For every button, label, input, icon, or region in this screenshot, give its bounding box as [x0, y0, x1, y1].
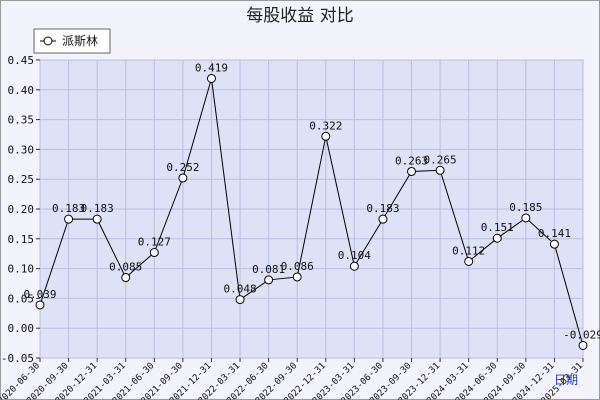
data-point — [92, 214, 102, 224]
y-tick-label: 0.40 — [8, 84, 35, 97]
data-label: 0.252 — [166, 161, 199, 174]
data-label: 0.151 — [481, 221, 514, 234]
y-tick-label: -0.05 — [1, 352, 34, 365]
data-points — [35, 73, 588, 350]
data-label: 0.048 — [223, 283, 256, 296]
data-label: -0.029 — [563, 328, 600, 341]
legend-marker — [43, 36, 53, 46]
data-point — [435, 165, 445, 175]
data-point — [149, 248, 159, 258]
grid-lines — [39, 59, 584, 359]
y-tick-label: 0.25 — [8, 173, 35, 186]
y-tick-label: 0.20 — [8, 203, 35, 216]
data-point — [121, 273, 131, 283]
y-tick-label: 0.45 — [8, 54, 35, 67]
chart-title: 每股收益 对比 — [246, 6, 353, 26]
data-point — [549, 239, 559, 249]
data-label: 0.039 — [23, 288, 56, 301]
data-label: 0.086 — [281, 260, 314, 273]
y-axis-ticks: 0.45 0.40 0.35 0.30 0.25 0.20 0.15 0.10 0.05 0.00… — [1, 54, 40, 365]
data-label: 0.263 — [395, 154, 428, 167]
data-point — [521, 213, 531, 223]
data-label: 0.185 — [509, 201, 542, 214]
data-point — [206, 73, 216, 83]
data-point — [292, 272, 302, 282]
legend-series-name: 派斯林 — [62, 34, 98, 48]
data-point — [235, 295, 245, 305]
data-label: 0.141 — [538, 227, 571, 240]
x-axis-label: 日期 — [554, 373, 578, 387]
legend: 派斯林 — [33, 28, 111, 54]
data-point — [178, 173, 188, 183]
data-point — [378, 214, 388, 224]
series-line — [39, 78, 584, 346]
x-axis-ticks: 2020-06-302020-09-302020-12-312021-03-31… — [0, 358, 585, 400]
data-label: 0.183 — [366, 202, 399, 215]
data-point — [35, 300, 45, 310]
y-tick-label: 0.35 — [8, 114, 35, 127]
data-label: 0.081 — [252, 263, 285, 276]
data-point — [578, 340, 588, 350]
data-point — [407, 166, 417, 176]
y-tick-label: 0.10 — [8, 263, 35, 276]
data-point — [349, 261, 359, 271]
y-tick-label: 0.05 — [8, 292, 35, 305]
y-tick-label: 0.30 — [8, 143, 35, 156]
data-label: 0.265 — [424, 153, 457, 166]
data-label: 0.183 — [52, 202, 85, 215]
data-label: 0.085 — [109, 261, 142, 274]
data-labels: 0.0390.1830.1830.0850.1270.2520.4190.048… — [23, 61, 600, 341]
series-line-group — [39, 78, 584, 346]
data-point — [492, 233, 502, 243]
data-label: 0.183 — [81, 202, 114, 215]
data-label: 0.112 — [452, 244, 485, 257]
data-label: 0.322 — [309, 119, 342, 132]
data-point — [264, 275, 274, 285]
data-point — [64, 214, 74, 224]
y-tick-label: 0.00 — [8, 322, 35, 335]
data-point — [464, 256, 474, 266]
y-tick-label: 0.15 — [8, 233, 35, 246]
data-point — [321, 131, 331, 141]
data-label: 0.419 — [195, 61, 228, 74]
data-label: 0.104 — [338, 249, 371, 262]
data-label: 0.127 — [138, 236, 171, 249]
